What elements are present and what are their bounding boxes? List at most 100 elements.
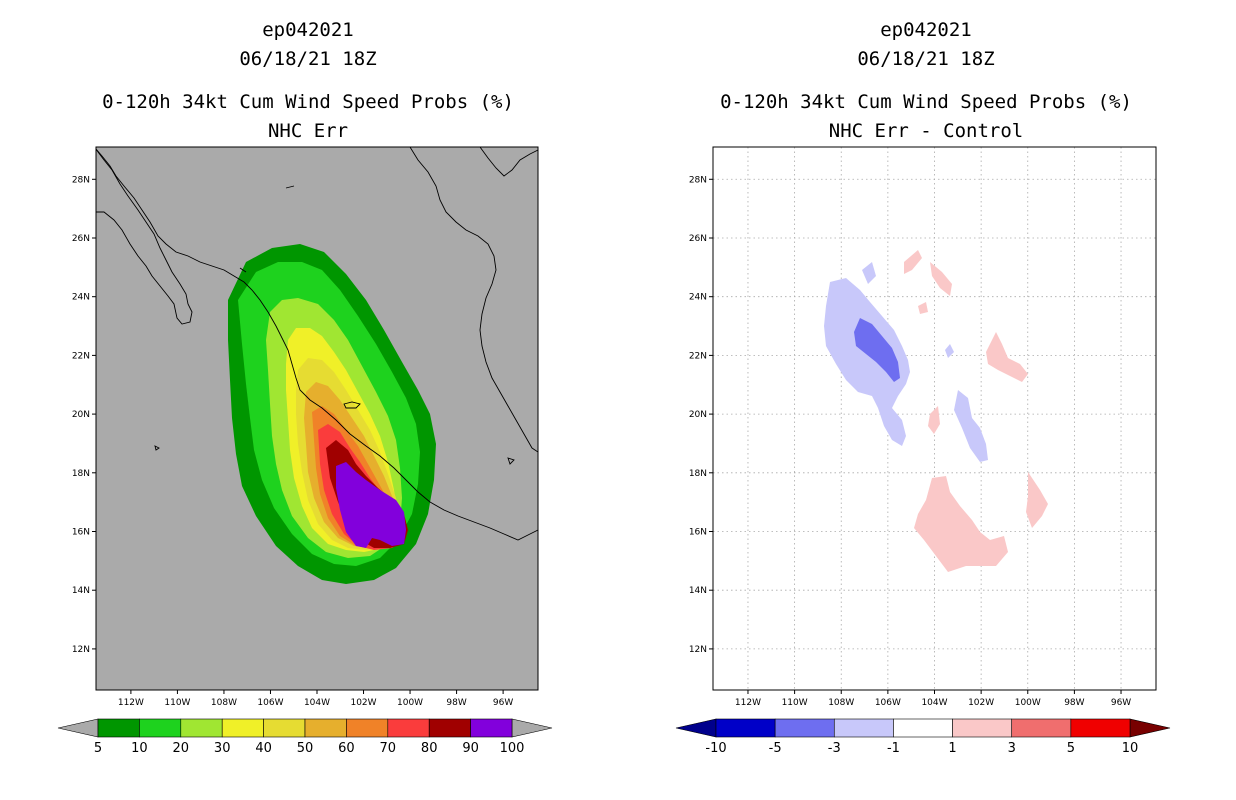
diff-positive-top-left [904, 250, 922, 274]
colorbar-swatch [833, 718, 894, 738]
diff-positive-top-right [930, 262, 952, 296]
x-tick-label: 106W [257, 698, 283, 708]
colorbar-swatch [221, 718, 264, 738]
y-tick-label: 18N [72, 469, 90, 479]
diff-negative-light-east [954, 390, 988, 462]
colorbar-label: 5 [94, 741, 102, 756]
colorbar-label: 10 [131, 741, 148, 756]
colorbar-label: -5 [769, 741, 782, 756]
colorbar-swatch [346, 718, 389, 738]
colorbar-end-low [57, 718, 99, 738]
colorbar-swatch [1011, 718, 1072, 738]
left-island-small [285, 185, 295, 189]
left-titles: ep042021 06/18/21 18Z 0-120h 34kt Cum Wi… [102, 19, 514, 142]
colorbar-swatch [180, 718, 223, 738]
y-tick-label: 14N [72, 586, 90, 596]
diff-positive-south [914, 476, 1008, 572]
colorbar-swatch [387, 718, 430, 738]
y-tick-label: 18N [689, 469, 707, 479]
x-tick-label: 112W [735, 698, 761, 708]
right-titles: ep042021 06/18/21 18Z 0-120h 34kt Cum Wi… [720, 19, 1132, 142]
y-tick-label: 12N [72, 645, 90, 655]
x-tick-label: 108W [211, 698, 237, 708]
colorbar-swatch [1070, 718, 1131, 738]
left-panel: ep042021 06/18/21 18Z 0-120h 34kt Cum Wi… [57, 19, 553, 756]
y-tick-label: 22N [689, 351, 707, 361]
colorbar-end-low [675, 718, 717, 738]
x-tick-label: 100W [397, 698, 423, 708]
colorbar-swatch [893, 718, 953, 738]
left-title-storm: ep042021 [262, 19, 354, 41]
x-tick-label: 110W [164, 698, 190, 708]
colorbar-swatch [470, 718, 513, 738]
colorbar-swatch [774, 718, 835, 738]
left-lake-east [507, 457, 515, 465]
colorbar-label: 90 [462, 741, 479, 756]
colorbar-swatch [304, 718, 347, 738]
y-tick-label: 24N [689, 293, 707, 303]
colorbar-label: 20 [173, 741, 190, 756]
colorbar-label: 50 [297, 741, 314, 756]
right-colorbar: -10 -5 -3 -1 1 3 5 10 [675, 718, 1171, 756]
right-axis-labels: 112W 110W 108W 106W 104W 102W 100W 98W 96W 28N 26N… [689, 175, 1131, 708]
x-tick-label: 106W [875, 698, 901, 708]
y-tick-label: 22N [72, 351, 90, 361]
left-lake-chapala [343, 401, 361, 409]
colorbar-label: 60 [338, 741, 355, 756]
colorbar-swatch [952, 718, 1013, 738]
colorbar-label: 10 [1122, 741, 1139, 756]
colorbar-end-high [1129, 718, 1171, 738]
colorbar-swatch [428, 718, 471, 738]
y-tick-label: 24N [72, 293, 90, 303]
y-tick-label: 26N [689, 234, 707, 244]
colorbar-end-high [511, 718, 553, 738]
x-tick-label: 102W [968, 698, 994, 708]
y-tick-label: 16N [689, 528, 707, 538]
colorbar-label: 40 [255, 741, 272, 756]
left-coastlines [96, 147, 538, 541]
right-difference-contours [824, 250, 1048, 572]
colorbar-label: -1 [887, 741, 900, 756]
left-coast-gulf-east [409, 147, 538, 453]
prob-band-90 [336, 462, 406, 548]
diff-negative-light-main [824, 278, 910, 446]
x-tick-label: 104W [304, 698, 330, 708]
diff-positive-east [1026, 472, 1048, 528]
left-island-tres-marias [239, 267, 247, 273]
colorbar-swatch [97, 718, 140, 738]
diff-negative-light-north [862, 262, 876, 284]
right-title-product: 0-120h 34kt Cum Wind Speed Probs (%) [720, 91, 1132, 113]
x-tick-label: 112W [118, 698, 144, 708]
diff-positive-right-mid [986, 332, 1028, 382]
right-gridlines [713, 147, 1156, 690]
colorbar-label: 100 [500, 741, 525, 756]
colorbar-label: -3 [828, 741, 841, 756]
x-tick-label: 100W [1015, 698, 1041, 708]
left-title-product: 0-120h 34kt Cum Wind Speed Probs (%) [102, 91, 514, 113]
x-tick-label: 98W [1064, 698, 1084, 708]
right-title-storm: ep042021 [880, 19, 972, 41]
x-tick-label: 110W [782, 698, 808, 708]
y-tick-label: 12N [689, 645, 707, 655]
right-title-date: 06/18/21 18Z [857, 48, 994, 70]
y-tick-label: 28N [72, 175, 90, 185]
diff-positive-small-mid [928, 406, 940, 434]
x-tick-label: 108W [828, 698, 854, 708]
y-tick-label: 28N [689, 175, 707, 185]
left-title-date: 06/18/21 18Z [239, 48, 376, 70]
colorbar-label: 80 [421, 741, 438, 756]
diff-negative-medium [854, 318, 900, 382]
left-coast-texas [479, 147, 538, 177]
left-title-variant: NHC Err [268, 120, 348, 142]
colorbar-label: 30 [214, 741, 231, 756]
diff-negative-light-small [945, 344, 954, 358]
y-tick-label: 26N [72, 234, 90, 244]
colorbar-label: -10 [705, 741, 726, 756]
left-colorbar: 5 10 20 30 40 50 60 70 80 90 100 [57, 718, 553, 756]
colorbar-swatch [139, 718, 182, 738]
x-tick-label: 96W [1111, 698, 1131, 708]
left-coast-mainland-west [96, 148, 538, 541]
x-tick-label: 96W [493, 698, 513, 708]
y-tick-label: 20N [72, 410, 90, 420]
